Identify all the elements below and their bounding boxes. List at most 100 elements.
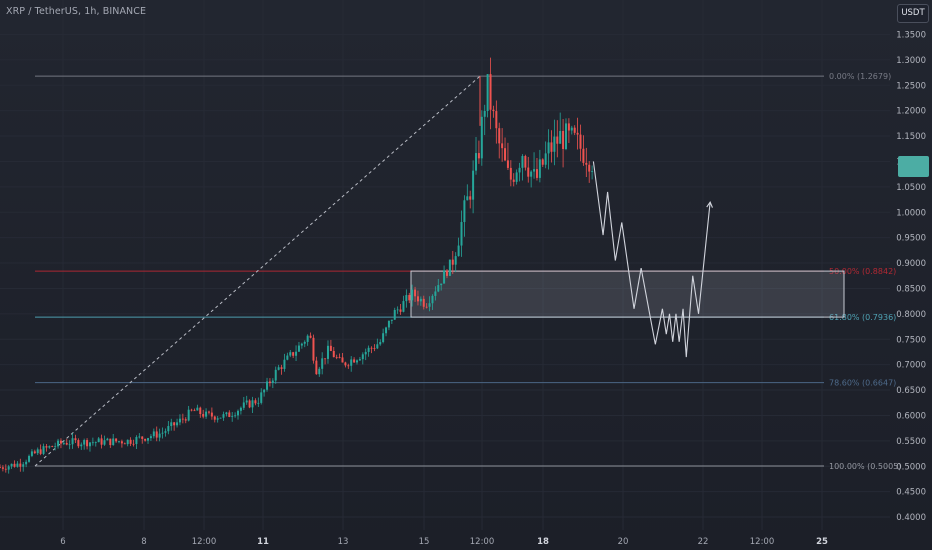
candle-body (538, 159, 541, 178)
candle-body (358, 359, 361, 361)
candle-body (463, 200, 466, 223)
price-tick-label: 0.7000 (896, 361, 926, 371)
price-tick-label: 0.5500 (896, 437, 926, 447)
candle-body (382, 333, 385, 343)
candle-body (36, 449, 39, 454)
price-tick-label: 0.9000 (896, 259, 926, 269)
candle-body (509, 167, 512, 180)
candle-body (219, 417, 222, 419)
candle-body (385, 327, 388, 334)
candle-body (155, 431, 158, 438)
candle-body (65, 443, 68, 445)
candle-body (286, 355, 289, 360)
candle-body (361, 354, 364, 360)
candle-body (68, 444, 71, 446)
candle-body (524, 156, 527, 168)
candle-body (518, 167, 521, 173)
candle-body (48, 446, 51, 448)
candle-body (347, 365, 350, 367)
candle-body (579, 134, 582, 149)
fibonacci-retracement: 0.00% (1.2679) 50.00% (0.8842) 61.80% (0.7… (35, 72, 901, 471)
candle-body (138, 436, 141, 438)
candle-body (370, 347, 373, 349)
candle-body (451, 259, 454, 265)
candle-body (591, 171, 594, 172)
candle-body (492, 109, 495, 112)
candle-body (425, 306, 428, 308)
candle-body (338, 357, 341, 359)
candle-body (242, 402, 245, 408)
candle-body (437, 285, 440, 292)
candle-body (228, 412, 231, 417)
candle-body (414, 289, 417, 297)
projection-arrowhead (706, 200, 713, 208)
candle-body (234, 415, 237, 417)
candle-body (289, 352, 292, 356)
candle-body (51, 446, 54, 447)
candle-body (86, 440, 89, 447)
support-zone-box (410, 270, 845, 318)
candle-body (271, 380, 274, 384)
candle-body (248, 400, 251, 408)
candle-body (530, 171, 533, 177)
candle-body (16, 463, 19, 467)
candle-body (547, 142, 550, 154)
fib-level-label: 78.60% (0.6647) (829, 379, 896, 388)
price-tick-label: 0.4500 (896, 488, 926, 498)
time-tick-label: 20 (618, 537, 629, 547)
price-tick-label: 1.3000 (896, 56, 926, 66)
candle-body (332, 350, 335, 358)
fib-level-label: 61.80% (0.7936) (829, 313, 896, 322)
candle-body (300, 343, 303, 346)
candle-body (405, 295, 408, 302)
candle-body (251, 400, 254, 408)
candle-body (390, 319, 393, 321)
candle-body (173, 422, 176, 426)
candle-body (562, 131, 565, 149)
price-tick-label: 0.8500 (896, 284, 926, 294)
candle-body (472, 170, 475, 200)
candle-body (544, 153, 547, 165)
projection-path (592, 161, 713, 358)
candle-body (585, 162, 588, 165)
candle-body (416, 296, 419, 302)
candle-body (297, 345, 300, 352)
candle-body (570, 127, 573, 131)
candle-body (356, 360, 359, 363)
price-candles (0, 57, 594, 474)
support-zone (410, 270, 845, 318)
candle-body (112, 438, 115, 446)
candle-body (202, 414, 205, 417)
candle-body (504, 148, 507, 161)
candle-body (97, 438, 100, 443)
candle-body (231, 416, 234, 417)
candle-body (588, 164, 591, 172)
candle-body (181, 418, 184, 420)
candle-body (120, 441, 123, 444)
candle-body (480, 116, 483, 159)
candle-body (329, 345, 332, 351)
candle-body (30, 451, 33, 456)
currency-button[interactable]: USDT (897, 4, 929, 23)
time-tick-label: 11 (257, 537, 269, 547)
candle-body (266, 381, 269, 390)
candle-body (176, 422, 179, 426)
time-tick-label: 13 (338, 537, 349, 547)
candle-body (19, 463, 22, 467)
candle-body (315, 360, 318, 375)
price-tick-label: 0.6000 (896, 411, 926, 421)
candle-body (419, 298, 422, 302)
candle-body (80, 444, 83, 447)
candle-body (170, 422, 173, 427)
candle-body (483, 110, 486, 117)
candle-body (161, 432, 164, 434)
candle-body (149, 436, 152, 439)
candle-body (54, 446, 57, 448)
candle-body (475, 153, 478, 171)
candle-body (144, 438, 147, 441)
candle-body (448, 259, 451, 276)
candle-body (187, 409, 190, 421)
candle-body (62, 443, 65, 444)
